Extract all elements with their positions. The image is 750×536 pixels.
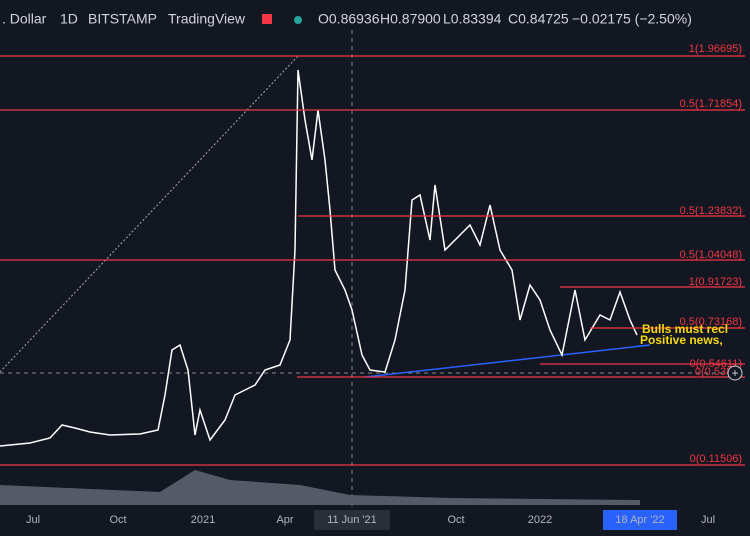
fib-label: 0(0.54611) (690, 358, 742, 370)
fib-label: 0.5(0.73168) (680, 316, 742, 328)
add-icon[interactable]: + (731, 366, 738, 380)
fib-label: 1(0.91723) (689, 276, 742, 288)
header-symbol: . Dollar (2, 11, 47, 27)
header-exchange: BITSTAMP (88, 11, 157, 27)
fib-label: 0(0.11506) (690, 453, 742, 465)
x-label: 2022 (528, 514, 552, 526)
selected-date-box (603, 510, 677, 530)
trendline (364, 344, 651, 378)
x-label: Jul (26, 514, 40, 526)
price-line (0, 69, 638, 447)
header-low: L0.83394 (443, 11, 502, 27)
volume (0, 470, 640, 505)
x-label: 2021 (191, 514, 215, 526)
fib-label: 0.5(1.04048) (680, 249, 742, 261)
status-dot (294, 16, 302, 24)
header: . Dollar 1D BITSTAMP TradingView O0.86936 H0.… (2, 11, 692, 27)
annotation: Positive news, (640, 333, 723, 347)
fib-label: 0.5(1.71854) (680, 98, 742, 110)
x-label: 11 Jun '21 (327, 514, 377, 526)
crosshair-x-box (314, 510, 390, 530)
trend-tool (0, 55, 299, 373)
flag-icon (262, 14, 272, 24)
x-label: Oct (109, 514, 126, 526)
header-high: H0.87900 (380, 11, 441, 27)
header-change: −0.02175 (−2.50%) (572, 11, 692, 27)
header-interval: 1D (60, 11, 78, 27)
add-button[interactable] (727, 365, 743, 381)
fib-levels: 1(1.96695) 0.5(1.71854) 0.5(1.23832) 0.5(1.… (0, 43, 745, 466)
x-axis: Jul Oct 2021 Apr 11 Jun '21 Oct 2022 18 Apr '22… (26, 514, 715, 526)
x-label: 18 Apr '22 (615, 514, 664, 526)
x-label: Oct (447, 514, 464, 526)
x-label: Jul (701, 514, 715, 526)
annotation: Bulls must recl (642, 322, 728, 336)
header-open: O0.86936 (318, 11, 380, 27)
header-close: C0.84725 (508, 11, 569, 27)
fib-label: 0.5(1.23832) (680, 205, 742, 217)
header-source: TradingView (168, 11, 246, 27)
x-label: Apr (276, 514, 293, 526)
fib-label: 1(1.96695) (689, 43, 742, 55)
